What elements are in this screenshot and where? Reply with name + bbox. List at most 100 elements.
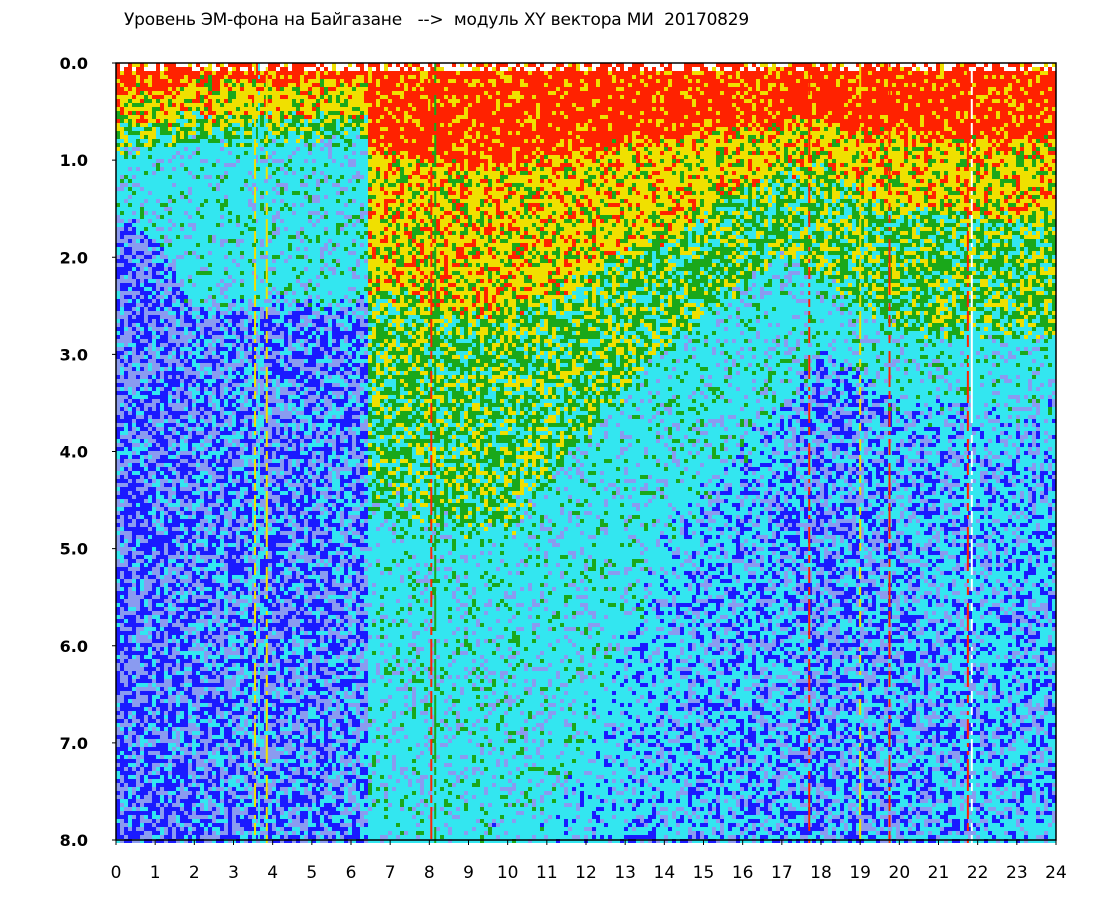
heatmap-cell <box>180 519 184 523</box>
heatmap-cell <box>152 167 156 171</box>
heatmap-cell <box>120 395 124 399</box>
heatmap-cell <box>132 735 136 739</box>
heatmap-cell <box>136 807 140 811</box>
heatmap-cell <box>144 807 148 811</box>
heatmap-cell <box>148 243 152 247</box>
heatmap-cell <box>120 771 124 775</box>
heatmap-cell <box>160 171 164 175</box>
heatmap-cell <box>176 435 180 439</box>
heatmap-cell <box>120 255 124 259</box>
heatmap-cell <box>148 595 152 599</box>
heatmap-cell <box>132 203 136 207</box>
heatmap-cell <box>156 439 160 443</box>
heatmap-cell <box>156 471 160 475</box>
heatmap-cell <box>128 387 132 391</box>
heatmap-cell <box>132 275 136 279</box>
heatmap-cell <box>120 399 124 403</box>
heatmap-cell <box>156 75 160 79</box>
heatmap-cell <box>120 451 124 455</box>
heatmap-cell <box>140 383 144 387</box>
heatmap-cell <box>136 147 140 151</box>
heatmap-cell <box>172 519 176 523</box>
heatmap-cell <box>148 803 152 807</box>
heatmap-cell <box>128 379 132 383</box>
heatmap-cell <box>160 751 164 755</box>
heatmap-cell <box>144 223 148 227</box>
heatmap-cell <box>164 671 168 675</box>
heatmap-cell <box>160 483 164 487</box>
heatmap-cell <box>144 719 148 723</box>
heatmap-cell <box>176 299 180 303</box>
heatmap-cell <box>176 571 180 575</box>
heatmap-cell <box>160 531 164 535</box>
heatmap-cell <box>136 259 140 263</box>
heatmap-cell <box>128 99 132 103</box>
heatmap-cell <box>140 363 144 367</box>
heatmap-cell <box>132 807 136 811</box>
heatmap-cell <box>132 627 136 631</box>
heatmap-cell <box>168 315 172 319</box>
heatmap-cell <box>136 215 140 219</box>
heatmap-cell <box>128 411 132 415</box>
heatmap-cell <box>152 139 156 143</box>
heatmap-cell <box>164 167 168 171</box>
heatmap-cell <box>124 615 128 619</box>
heatmap-cell <box>160 671 164 675</box>
heatmap-cell <box>164 663 168 667</box>
heatmap-cell <box>168 619 172 623</box>
heatmap-cell <box>180 387 184 391</box>
heatmap-cell <box>148 323 152 327</box>
heatmap-cell <box>128 143 132 147</box>
heatmap-cell <box>148 199 152 203</box>
heatmap-cell <box>156 111 160 115</box>
heatmap-cell <box>144 303 148 307</box>
heatmap-cell <box>124 619 128 623</box>
heatmap-cell <box>164 623 168 627</box>
heatmap-cell <box>144 483 148 487</box>
heatmap-cell <box>148 155 152 159</box>
heatmap-cell <box>124 331 128 335</box>
heatmap-cell <box>168 603 172 607</box>
heatmap-cell <box>176 271 180 275</box>
heatmap-cell <box>120 151 124 155</box>
heatmap-cell <box>176 447 180 451</box>
heatmap-cell <box>132 355 136 359</box>
heatmap-cell <box>148 143 152 147</box>
heatmap-cell <box>168 739 172 743</box>
heatmap-cell <box>120 575 124 579</box>
heatmap-cell <box>120 735 124 739</box>
heatmap-cell <box>144 143 148 147</box>
heatmap-cell <box>136 383 140 387</box>
heatmap-cell <box>176 363 180 367</box>
heatmap-cell <box>124 691 128 695</box>
heatmap-cell <box>168 159 172 163</box>
heatmap-cell <box>172 459 176 463</box>
heatmap-cell <box>172 699 176 703</box>
heatmap-cell <box>128 575 132 579</box>
heatmap-cell <box>164 319 168 323</box>
heatmap-cell <box>176 735 180 739</box>
heatmap-cell <box>180 131 184 135</box>
heatmap-cell <box>124 483 128 487</box>
heatmap-cell <box>164 491 168 495</box>
heatmap-cell <box>136 531 140 535</box>
heatmap-cell <box>152 711 156 715</box>
heatmap-cell <box>164 467 168 471</box>
heatmap-cell <box>168 519 172 523</box>
heatmap-cell <box>124 719 128 723</box>
heatmap-cell <box>140 763 144 767</box>
heatmap-cell <box>156 331 160 335</box>
heatmap-cell <box>152 131 156 135</box>
heatmap-cell <box>140 307 144 311</box>
heatmap-cell <box>180 95 184 99</box>
heatmap-cell <box>172 99 176 103</box>
heatmap-cell <box>148 635 152 639</box>
heatmap-cell <box>172 555 176 559</box>
heatmap-cell <box>120 87 124 91</box>
heatmap-cell <box>140 187 144 191</box>
heatmap-cell <box>132 207 136 211</box>
heatmap-cell <box>124 479 128 483</box>
heatmap-cell <box>132 631 136 635</box>
heatmap-cell <box>164 719 168 723</box>
heatmap-cell <box>172 295 176 299</box>
